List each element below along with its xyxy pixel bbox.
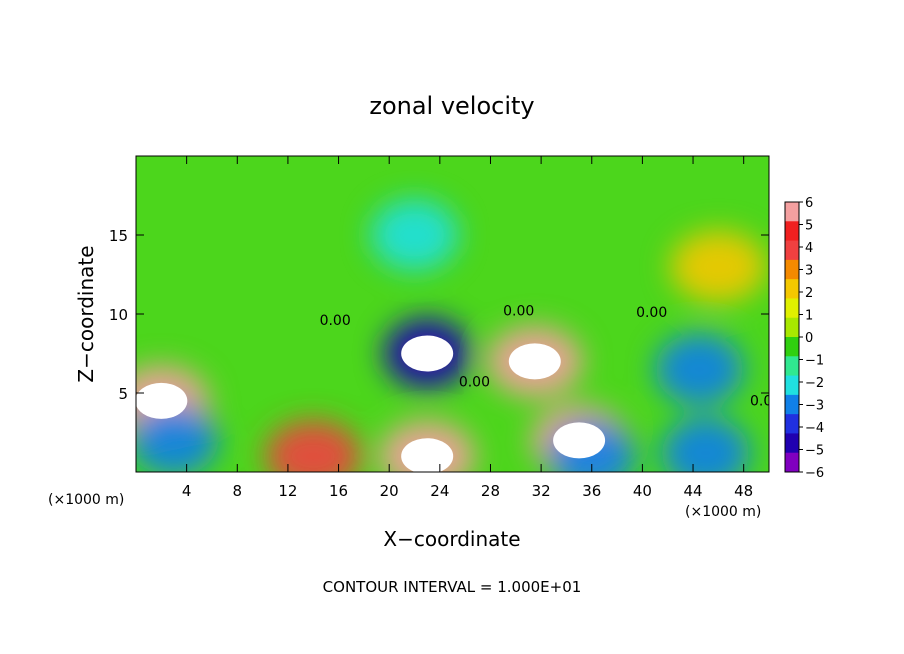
contour-label: 0.00 bbox=[459, 375, 490, 391]
contour-interval-footer: CONTOUR INTERVAL = 1.000E+01 bbox=[323, 578, 582, 596]
x-unit-right: (×1000 m) bbox=[685, 504, 761, 520]
heatmap-field: 0.00 0.00 0.00 0.00 0.00 bbox=[136, 156, 781, 472]
contour-label: 0.00 bbox=[320, 313, 351, 329]
y-tick-label: 5 bbox=[118, 385, 128, 403]
saturated-core bbox=[553, 422, 606, 459]
x-tick-label: 8 bbox=[233, 482, 243, 500]
colorbar: 6 5 4 3 2 1 0 −1 −2 −3 −4 −5 −6 bbox=[784, 196, 824, 481]
colorbar-segment bbox=[785, 337, 799, 357]
x-axis-label: X−coordinate bbox=[383, 527, 520, 551]
field-feature-negative bbox=[655, 333, 744, 406]
field-feature-positive bbox=[670, 230, 767, 303]
y-tick-label: 15 bbox=[109, 227, 128, 245]
y-tick-label: 10 bbox=[109, 306, 128, 324]
colorbar-label: 0 bbox=[805, 331, 813, 346]
colorbar-label: −6 bbox=[805, 466, 824, 481]
x-tick-label: 32 bbox=[532, 482, 551, 500]
colorbar-label: 5 bbox=[805, 219, 813, 234]
x-axis-ticks: 4 8 12 16 20 24 28 32 36 40 44 48 bbox=[182, 156, 753, 500]
x-tick-label: 20 bbox=[380, 482, 399, 500]
field-feature-positive bbox=[265, 420, 362, 472]
field-feature-negative bbox=[661, 417, 750, 472]
x-tick-label: 36 bbox=[582, 482, 601, 500]
colorbar-segment bbox=[785, 433, 799, 454]
x-tick-label: 12 bbox=[278, 482, 297, 500]
colorbar-segment bbox=[785, 414, 799, 434]
colorbar-label: 4 bbox=[805, 241, 813, 256]
field-feature-negative bbox=[370, 199, 459, 271]
x-tick-label: 24 bbox=[430, 482, 449, 500]
colorbar-segment bbox=[785, 356, 799, 377]
saturated-core bbox=[136, 382, 188, 419]
x-tick-label: 16 bbox=[329, 482, 348, 500]
colorbar-label: −5 bbox=[805, 444, 824, 459]
field-background bbox=[136, 156, 769, 472]
colorbar-label: 6 bbox=[805, 196, 813, 211]
colorbar-label: 2 bbox=[805, 286, 813, 301]
contour-label: 0.00 bbox=[503, 304, 534, 320]
x-tick-label: 48 bbox=[734, 482, 753, 500]
colorbar-label: −2 bbox=[805, 376, 824, 391]
x-unit-left: (×1000 m) bbox=[48, 492, 124, 508]
colorbar-segment bbox=[785, 240, 799, 261]
y-axis-ticks: 5 10 15 bbox=[109, 227, 769, 403]
colorbar-label: 1 bbox=[805, 309, 813, 324]
colorbar-segment bbox=[785, 298, 799, 319]
x-tick-label: 40 bbox=[633, 482, 652, 500]
colorbar-segment bbox=[785, 279, 799, 299]
colorbar-segment bbox=[785, 317, 799, 338]
contour-label: 0.00 bbox=[750, 394, 781, 410]
x-tick-label: 28 bbox=[481, 482, 500, 500]
contour-label: 0.00 bbox=[636, 305, 667, 321]
colorbar-label: −3 bbox=[805, 399, 824, 414]
colorbar-segment bbox=[785, 221, 799, 242]
field-feature-negative bbox=[136, 404, 218, 472]
colorbar-segment bbox=[785, 452, 799, 473]
colorbar-segment bbox=[785, 259, 799, 280]
colorbar-segment bbox=[785, 394, 799, 415]
saturated-core bbox=[401, 335, 454, 372]
colorbar-label: −1 bbox=[805, 354, 824, 369]
colorbar-segment bbox=[785, 375, 799, 396]
x-tick-label: 44 bbox=[683, 482, 702, 500]
y-axis-label: Z−coordinate bbox=[74, 245, 98, 382]
saturated-core bbox=[508, 343, 561, 380]
chart-title: zonal velocity bbox=[369, 92, 534, 120]
x-tick-label: 4 bbox=[182, 482, 192, 500]
saturated-core bbox=[401, 438, 454, 472]
colorbar-label: 3 bbox=[805, 264, 813, 279]
colorbar-segment bbox=[785, 202, 799, 222]
colorbar-label: −4 bbox=[805, 421, 824, 436]
